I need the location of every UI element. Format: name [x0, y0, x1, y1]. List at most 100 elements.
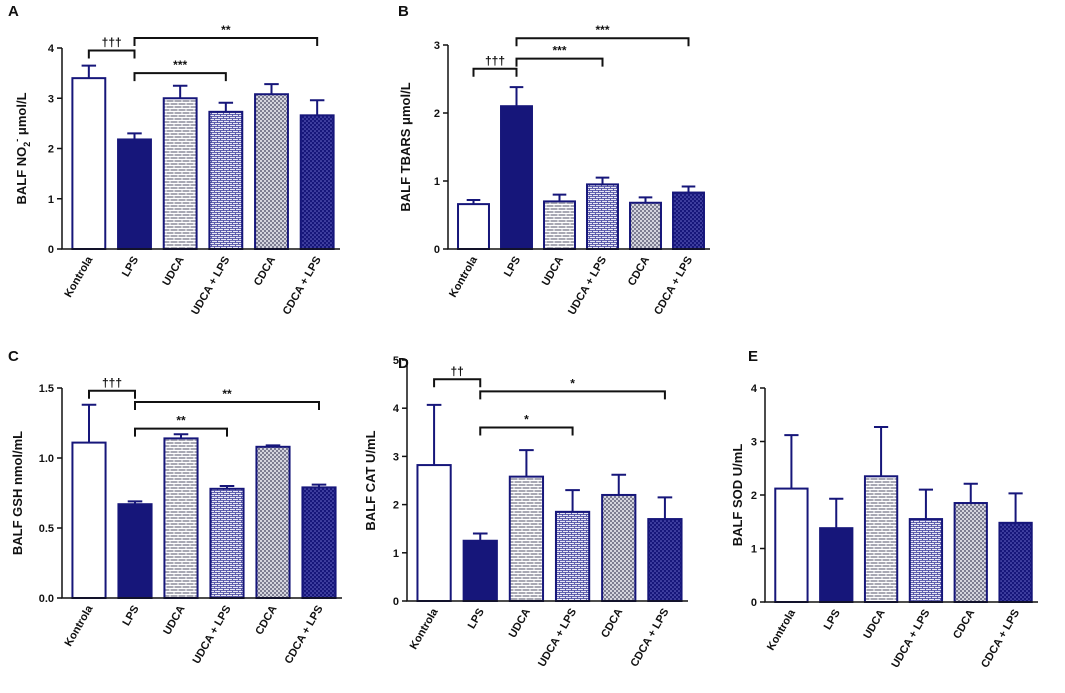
significance-label: ††† — [485, 54, 505, 68]
x-tick-label: CDCA + LPS — [283, 604, 326, 667]
error-bar — [552, 193, 567, 202]
x-tick-label: UDCA — [160, 254, 186, 288]
x-tick-label: CDCA + LPS — [628, 607, 671, 670]
bar-a-2 — [162, 97, 198, 250]
y-tick-label: 1 — [751, 544, 757, 556]
bar-d-4 — [601, 493, 637, 602]
bar-e-5 — [998, 521, 1033, 604]
bar-a-5 — [299, 114, 335, 250]
error-bar — [265, 444, 281, 447]
error-bar — [509, 86, 524, 107]
error-bar — [81, 64, 97, 79]
x-tick-label: UDCA — [161, 603, 187, 637]
y-axis-label: BALF NO2- μmol/L — [12, 92, 32, 204]
y-tick-label: 2 — [393, 500, 399, 512]
panel-letter: B — [398, 3, 409, 20]
error-bar — [472, 532, 488, 541]
error-bar — [218, 101, 234, 112]
significance-label: ** — [176, 414, 186, 428]
x-tick-label: LPS — [120, 255, 141, 280]
y-tick-label: 4 — [48, 43, 55, 55]
panel-letter: E — [748, 348, 758, 365]
bar-e-2 — [863, 475, 899, 603]
significance-label: ††† — [102, 376, 122, 390]
bar-a-1 — [117, 138, 152, 250]
x-tick-label: Kontrola — [62, 254, 95, 300]
y-tick-label: 4 — [751, 383, 758, 395]
y-axis-label-main: BALF NO — [14, 147, 29, 205]
significance-bracket — [515, 57, 604, 67]
x-tick-label: Kontrola — [63, 603, 96, 649]
y-tick-label: 1.5 — [39, 383, 54, 395]
error-bar — [873, 426, 889, 477]
panel-letter: C — [8, 348, 19, 365]
bar-a-0 — [71, 77, 107, 251]
bar-b-4 — [629, 201, 662, 250]
x-tick-label: UDCA — [861, 607, 887, 641]
bar-b-1 — [500, 105, 533, 250]
panel-c: C BALF GSH nmol/mL 0.0 0.5 1.0 1.5 Kontrola LPS… — [8, 348, 342, 666]
bar-d-2 — [508, 475, 545, 603]
significance-bracket — [134, 401, 320, 410]
error-bar — [611, 473, 627, 495]
significance-label: * — [524, 412, 529, 426]
error-bar — [309, 99, 325, 116]
y-tick-label: 1.0 — [39, 453, 54, 465]
x-tick-label: UDCA + LPS — [566, 255, 609, 318]
error-bar — [918, 488, 934, 520]
error-bar — [565, 489, 580, 512]
y-axis-label: BALF TBARS μmol/L — [398, 82, 413, 211]
error-bar — [657, 496, 673, 520]
panel-letter: D — [398, 355, 409, 372]
error-bar — [519, 449, 534, 477]
error-bar — [311, 483, 327, 488]
x-tick-label: CDCA — [951, 607, 977, 641]
significance-bracket — [479, 426, 574, 436]
significance-label: ††† — [102, 36, 122, 50]
significance-bracket — [472, 67, 518, 77]
significance-bracket — [433, 378, 482, 388]
significance-bracket — [88, 389, 136, 399]
x-tick-label: CDCA — [253, 603, 279, 637]
x-tick-label: LPS — [121, 604, 142, 629]
significance-bracket — [515, 37, 690, 47]
bar-e-1 — [819, 527, 854, 603]
x-tick-label: CDCA — [626, 254, 652, 288]
y-tick-label: 2 — [48, 144, 54, 156]
bar-e-3 — [908, 518, 944, 604]
bar-a-3 — [208, 110, 244, 250]
bar-c-0 — [71, 441, 107, 599]
error-bar — [784, 434, 799, 489]
panel-b: B BALF TBARS μmol/L 0 1 2 3 Kontrola LPS UDCA UDC… — [398, 3, 710, 317]
bar-e-4 — [953, 502, 988, 603]
panel-letter: A — [8, 3, 19, 20]
error-bar — [595, 176, 610, 185]
x-tick-label: CDCA + LPS — [652, 255, 695, 318]
y-axis-label: BALF GSH nmol/mL — [10, 431, 25, 555]
y-axis-label-unit: μmol/L — [14, 92, 29, 138]
y-axis-label: BALF CAT U/mL — [363, 430, 378, 530]
bar-b-0 — [457, 203, 490, 250]
y-tick-label: 0 — [48, 244, 54, 256]
significance-label: * — [570, 376, 575, 390]
x-tick-label: LPS — [822, 608, 843, 633]
y-tick-label: 1 — [393, 548, 399, 560]
y-tick-label: 5 — [393, 355, 399, 367]
significance-bracket — [479, 390, 666, 400]
panel-d: D BALF CAT U/mL 0 1 2 3 4 5 Kontrola LPS UDCA UDCA … — [363, 355, 688, 669]
y-tick-label: 0 — [751, 597, 757, 609]
x-tick-label: UDCA — [507, 606, 533, 640]
error-bar — [426, 403, 442, 466]
significance-label: *** — [552, 44, 566, 58]
error-bar — [681, 185, 696, 193]
x-tick-label: UDCA + LPS — [536, 607, 579, 670]
significance-label: ** — [221, 23, 231, 37]
y-tick-label: 0.0 — [39, 593, 54, 605]
significance-label: *** — [173, 58, 187, 72]
y-tick-label: 0.5 — [39, 523, 54, 535]
bar-c-3 — [209, 487, 245, 599]
y-tick-label: 2 — [434, 108, 440, 120]
x-tick-label: UDCA + LPS — [889, 608, 932, 671]
y-tick-label: 3 — [393, 451, 399, 463]
